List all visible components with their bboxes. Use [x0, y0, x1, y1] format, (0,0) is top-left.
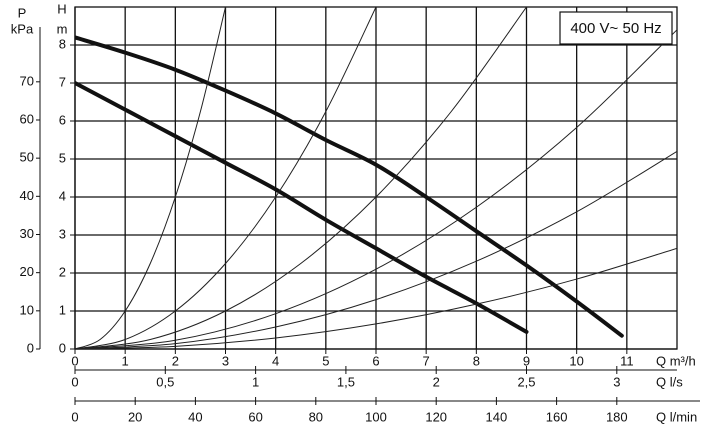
y-tick-label: 1	[59, 302, 66, 317]
secondary-x-tick-label: 1,5	[337, 374, 355, 389]
p-tick-label: 30	[20, 226, 34, 241]
y-tick-label: 6	[59, 112, 66, 127]
secondary-x-tick-label: 100	[365, 409, 387, 424]
secondary-x-tick-label: 20	[128, 409, 142, 424]
p-tick-label: 10	[20, 302, 34, 317]
secondary-x-tick-label: 160	[546, 409, 568, 424]
p-unit: kPa	[11, 21, 34, 36]
y-tick-label: 2	[59, 264, 66, 279]
p-tick-label: 20	[20, 264, 34, 279]
x-tick-label: 3	[222, 353, 229, 368]
y-tick-label: 8	[59, 36, 66, 51]
p-tick-label: 0	[27, 340, 34, 355]
secondary-x-tick-label: 1	[252, 374, 259, 389]
x-tick-label: 7	[423, 353, 430, 368]
y-tick-label: 7	[59, 74, 66, 89]
secondary-x-tick-label: 0	[71, 374, 78, 389]
x-tick-label: 5	[322, 353, 329, 368]
system-curve	[75, 247, 677, 349]
grid	[74, 6, 678, 350]
p-tick-label: 60	[20, 111, 34, 126]
x-tick-label: 9	[523, 353, 530, 368]
secondary-x-tick-label: 120	[425, 409, 447, 424]
secondary-x-tick-label: 60	[248, 409, 262, 424]
secondary-x-tick-label: 40	[188, 409, 202, 424]
secondary-x-tick-label: 180	[606, 409, 628, 424]
annotation-box	[559, 11, 673, 45]
pump-curve	[75, 35, 624, 338]
secondary-x-tick-label: 3	[613, 374, 620, 389]
p-tick-label: 70	[20, 73, 34, 88]
p-tick-label: 40	[20, 188, 34, 203]
x-tick-label: 0	[71, 353, 78, 368]
y-tick-label: 5	[59, 150, 66, 165]
x-label: Q m³/h	[656, 353, 696, 368]
secondary-x-label: Q l/min	[656, 409, 697, 424]
annotation: 400 V~ 50 Hz	[570, 20, 661, 37]
x-tick-label: 8	[473, 353, 480, 368]
plot	[75, 7, 677, 349]
pump-curve	[75, 81, 529, 334]
y-tick-label: 3	[59, 226, 66, 241]
system-curve	[75, 7, 527, 349]
system-curve	[75, 7, 377, 349]
x-tick-label: 4	[272, 353, 279, 368]
y-label: H	[57, 1, 66, 16]
y-tick-label: 4	[59, 188, 66, 203]
secondary-x-tick-label: 0,5	[156, 374, 174, 389]
system-curve	[75, 7, 226, 349]
secondary-x-tick-label: 80	[309, 409, 323, 424]
x-tick-label: 1	[122, 353, 129, 368]
y-tick-label: 0	[59, 340, 66, 355]
x-tick-label: 11	[620, 353, 634, 368]
secondary-x-tick-label: 140	[486, 409, 508, 424]
x-tick-label: 6	[372, 353, 379, 368]
secondary-x-label: Q l/s	[656, 374, 683, 389]
y-unit: m	[57, 21, 68, 36]
secondary-x-tick-label: 0	[71, 409, 78, 424]
system-curve	[75, 150, 677, 349]
p-label: P	[18, 5, 27, 20]
x-tick-label: 2	[172, 353, 179, 368]
secondary-x-tick-label: 2	[433, 374, 440, 389]
p-tick-label: 50	[20, 150, 34, 165]
system-curve	[75, 29, 677, 349]
secondary-x-tick-label: 2,5	[517, 374, 535, 389]
x-tick-label: 10	[569, 353, 583, 368]
